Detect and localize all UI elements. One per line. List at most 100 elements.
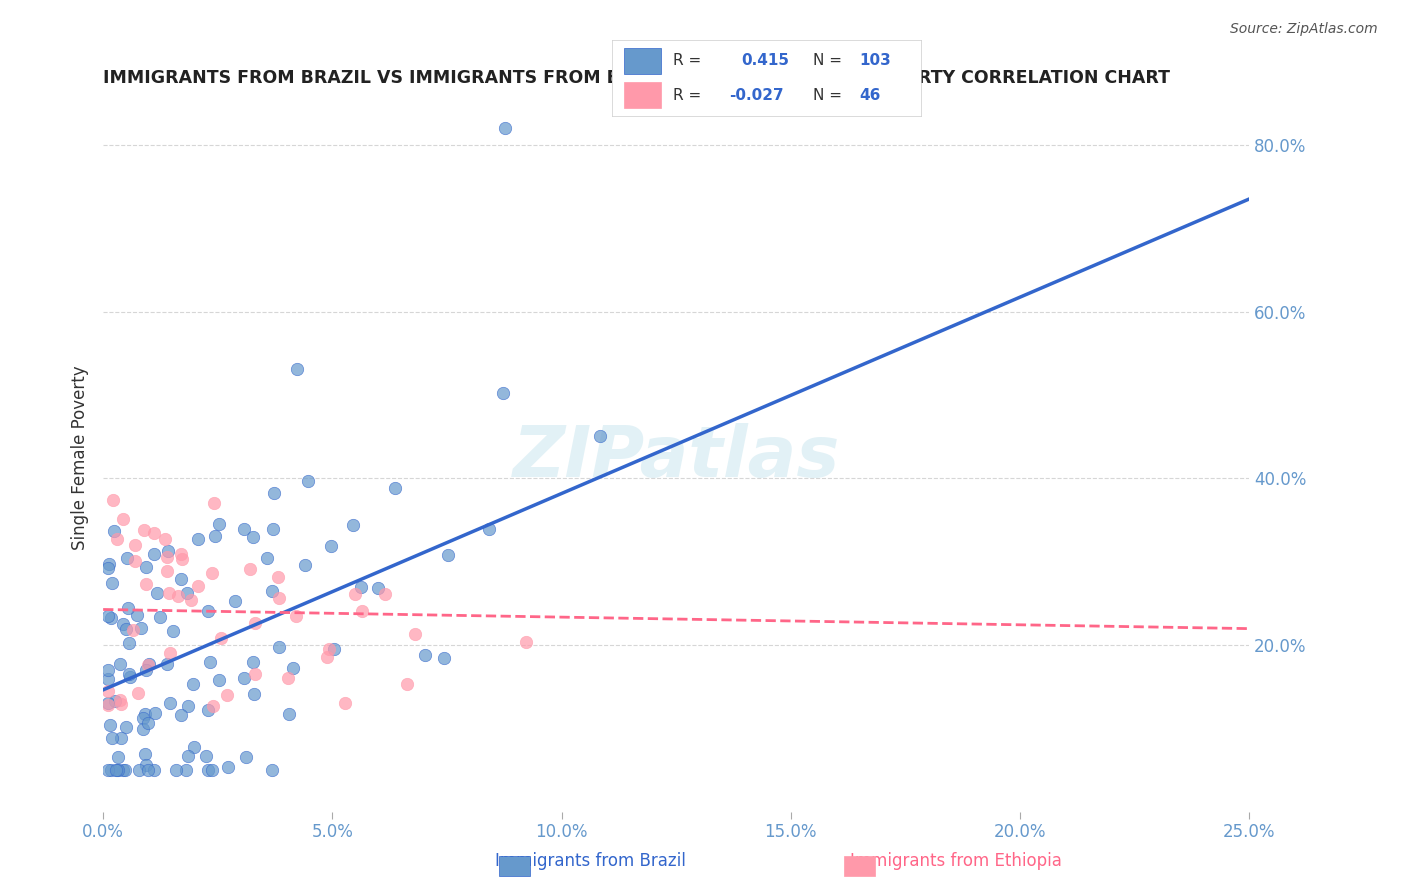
Point [267, 569, 290, 583]
Point [208, 673, 231, 687]
Point [294, 558, 316, 573]
Point [350, 580, 373, 594]
Point [245, 667, 267, 681]
Point [322, 642, 344, 657]
Point [128, 763, 150, 777]
Point [277, 671, 299, 685]
Point [156, 564, 179, 578]
Point [136, 763, 159, 777]
Point [117, 601, 139, 615]
Point [124, 538, 146, 552]
Point [492, 385, 515, 400]
Point [316, 650, 339, 665]
Point [215, 688, 238, 702]
Point [97, 609, 120, 624]
Point [110, 697, 132, 711]
Point [132, 524, 155, 538]
Point [170, 552, 193, 566]
Point [367, 581, 389, 595]
Point [101, 493, 124, 508]
Point [155, 532, 177, 546]
Point [201, 699, 224, 714]
Point [105, 763, 128, 777]
Point [162, 624, 184, 638]
Point [285, 361, 308, 376]
Point [166, 590, 188, 604]
Bar [624, 47, 661, 74]
Point [118, 666, 141, 681]
Point [157, 585, 180, 599]
Point [115, 720, 138, 734]
Point [333, 697, 356, 711]
Point [105, 763, 128, 777]
Point [159, 697, 181, 711]
Point [156, 549, 179, 564]
Text: ZIPatlas: ZIPatlas [513, 423, 839, 491]
Text: Immigrants from Brazil: Immigrants from Brazil [495, 852, 686, 870]
Text: Immigrants from Ethiopia: Immigrants from Ethiopia [851, 852, 1062, 870]
Point [169, 547, 191, 561]
Point [143, 526, 166, 541]
Point [159, 646, 181, 660]
Point [98, 717, 121, 731]
Text: R =: R = [673, 87, 702, 103]
Point [256, 551, 278, 566]
Point [342, 517, 364, 532]
Point [145, 706, 167, 720]
Text: -0.027: -0.027 [730, 87, 783, 103]
Point [97, 684, 120, 698]
Point [197, 703, 219, 717]
Point [201, 566, 224, 581]
Point [105, 533, 128, 547]
Point [97, 672, 120, 686]
Point [148, 610, 170, 624]
Point [170, 707, 193, 722]
Point [233, 523, 256, 537]
Bar [624, 82, 661, 109]
Point [217, 760, 239, 774]
Text: 46: 46 [859, 87, 880, 103]
Point [200, 655, 222, 669]
Point [97, 664, 120, 678]
Point [319, 539, 342, 553]
Point [131, 711, 153, 725]
Point [111, 616, 134, 631]
Point [100, 763, 122, 777]
Point [136, 657, 159, 672]
Point [135, 664, 157, 678]
Point [174, 763, 197, 777]
Point [180, 592, 202, 607]
Point [297, 474, 319, 488]
Point [262, 763, 284, 777]
Point [112, 512, 135, 526]
Point [277, 707, 299, 722]
Point [187, 579, 209, 593]
Point [146, 585, 169, 599]
Point [127, 686, 149, 700]
Point [204, 529, 226, 543]
Point [243, 615, 266, 630]
Point [101, 576, 124, 591]
Point [239, 561, 262, 575]
Point [263, 486, 285, 500]
Point [318, 642, 340, 657]
Point [235, 750, 257, 764]
Point [156, 657, 179, 671]
Point [97, 557, 120, 571]
Point [515, 634, 537, 648]
Point [134, 706, 156, 721]
Text: 0.415: 0.415 [741, 54, 790, 69]
Point [97, 698, 120, 712]
Point [132, 722, 155, 736]
Point [195, 749, 218, 764]
Point [136, 716, 159, 731]
Point [437, 548, 460, 562]
Point [224, 594, 246, 608]
Point [176, 585, 198, 599]
Point [197, 604, 219, 618]
Point [232, 671, 254, 685]
Point [243, 688, 266, 702]
Point [107, 763, 129, 777]
Point [124, 554, 146, 568]
Point [142, 763, 165, 777]
